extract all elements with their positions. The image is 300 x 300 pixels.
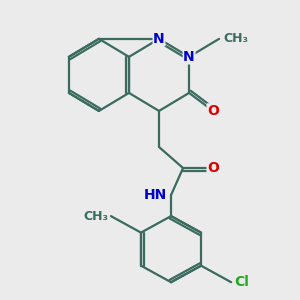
Text: O: O bbox=[207, 161, 219, 175]
Text: N: N bbox=[183, 50, 195, 64]
Text: Cl: Cl bbox=[234, 275, 249, 289]
Text: O: O bbox=[207, 104, 219, 118]
Text: HN: HN bbox=[143, 188, 167, 202]
Text: CH₃: CH₃ bbox=[224, 32, 249, 45]
Text: CH₃: CH₃ bbox=[83, 210, 108, 223]
Text: N: N bbox=[153, 32, 165, 46]
